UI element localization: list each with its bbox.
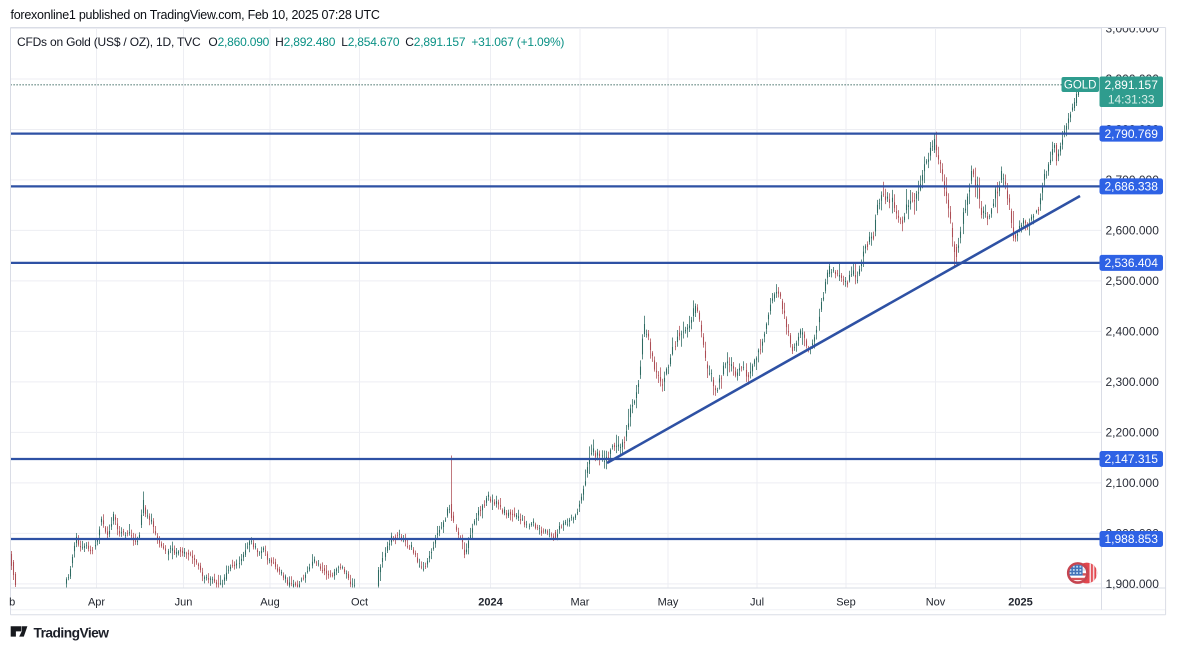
svg-text:Mar: Mar	[571, 597, 590, 609]
svg-text:Aug: Aug	[260, 597, 280, 609]
svg-text:Jun: Jun	[175, 597, 193, 609]
svg-text:2,600.000: 2,600.000	[1106, 224, 1160, 238]
svg-text:2,500.000: 2,500.000	[1106, 274, 1160, 288]
svg-text:forexonline1 published on Trad: forexonline1 published on TradingView.co…	[11, 8, 380, 22]
svg-text:TradingView: TradingView	[34, 626, 110, 641]
svg-text:Nov: Nov	[926, 597, 946, 609]
svg-text:Apr: Apr	[88, 597, 105, 609]
svg-text:2,200.000: 2,200.000	[1106, 426, 1160, 440]
svg-text:2,536.404: 2,536.404	[1105, 256, 1159, 270]
svg-text:2024: 2024	[478, 597, 503, 609]
svg-text:2,300.000: 2,300.000	[1106, 375, 1160, 389]
svg-text:May: May	[658, 597, 679, 609]
svg-text:2,100.000: 2,100.000	[1106, 476, 1160, 490]
svg-text:GOLD: GOLD	[1064, 80, 1097, 92]
svg-text:2025: 2025	[1008, 597, 1032, 609]
svg-text:Jul: Jul	[750, 597, 764, 609]
svg-text:b: b	[9, 597, 15, 609]
svg-text:2,147.315: 2,147.315	[1105, 452, 1159, 466]
svg-text:1,900.000: 1,900.000	[1106, 577, 1160, 591]
svg-text:Sep: Sep	[836, 597, 856, 609]
svg-text:3,000.000: 3,000.000	[1106, 22, 1160, 36]
svg-text:14:31:33: 14:31:33	[1108, 93, 1155, 107]
svg-text:Oct: Oct	[351, 597, 368, 609]
svg-text:2,891.157: 2,891.157	[1105, 78, 1159, 92]
svg-text:1,988.853: 1,988.853	[1105, 532, 1159, 546]
svg-text:CFDs on Gold (US$ / OZ), 1D, T: CFDs on Gold (US$ / OZ), 1D, TVC O2,860.0…	[17, 35, 564, 49]
svg-text:2,400.000: 2,400.000	[1106, 325, 1160, 339]
svg-text:2,686.338: 2,686.338	[1105, 180, 1159, 194]
svg-text:2,790.769: 2,790.769	[1105, 127, 1159, 141]
